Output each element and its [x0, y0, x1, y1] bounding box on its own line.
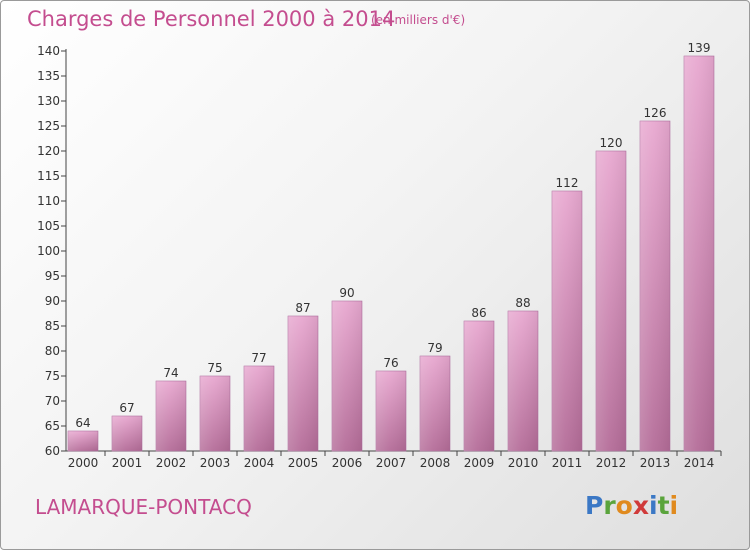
bar-shine-2002 — [156, 381, 186, 451]
data-label-2010: 88 — [515, 296, 530, 310]
data-label-2013: 126 — [644, 106, 667, 120]
bar-shine-2001 — [112, 416, 142, 451]
commune-name: LAMARQUE-PONTACQ — [35, 495, 252, 519]
data-label-2005: 87 — [295, 301, 310, 315]
x-tick-label: 2008 — [420, 456, 451, 470]
data-label-2007: 76 — [383, 356, 398, 370]
bar-shine-2008 — [420, 356, 450, 451]
logo-letter: i — [669, 491, 679, 520]
bar-shine-2006 — [332, 301, 362, 451]
bar-shine-2013 — [640, 121, 670, 451]
y-tick-label: 110 — [37, 194, 60, 208]
y-tick-label: 115 — [37, 169, 60, 183]
bar-shine-2004 — [244, 366, 274, 451]
bar-shine-2014 — [684, 56, 714, 451]
x-axis: 2000 2001 2002 2003 2004 2005 2006 2007 2008 2009… — [66, 450, 722, 470]
x-tick-label: 2009 — [464, 456, 495, 470]
data-label-2004: 77 — [251, 351, 266, 365]
y-tick-label: 70 — [45, 394, 60, 408]
data-label-2012: 120 — [600, 136, 623, 150]
x-tick-label: 2007 — [376, 456, 407, 470]
logo-letter: P — [585, 491, 604, 520]
data-label-2000: 64 — [75, 416, 90, 430]
bar-shine-2012 — [596, 151, 626, 451]
y-tick-label: 130 — [37, 94, 60, 108]
x-tick-label: 2012 — [596, 456, 627, 470]
bar-shine-2003 — [200, 376, 230, 451]
x-tick-label: 2006 — [332, 456, 363, 470]
data-label-2014: 139 — [688, 41, 711, 55]
y-tick-label: 75 — [45, 369, 60, 383]
data-label-2001: 67 — [119, 401, 134, 415]
y-tick-label: 105 — [37, 219, 60, 233]
x-tick-label: 2001 — [112, 456, 143, 470]
x-tick-label: 2005 — [288, 456, 319, 470]
y-tick-label: 135 — [37, 69, 60, 83]
bar-shine-2005 — [288, 316, 318, 451]
y-tick-label: 100 — [37, 244, 60, 258]
bar-shine-2010 — [508, 311, 538, 451]
x-tick-label: 2011 — [552, 456, 583, 470]
data-label-2003: 75 — [207, 361, 222, 375]
logo-letter: o — [615, 491, 633, 520]
data-labels: 64 67 74 75 77 87 90 76 79 86 88 112 120 126 139 — [75, 41, 710, 430]
logo-letter: x — [632, 491, 649, 520]
y-tick-label: 125 — [37, 119, 60, 133]
data-label-2008: 79 — [427, 341, 442, 355]
bar-shine-2009 — [464, 321, 494, 451]
y-tick-label: 90 — [45, 294, 60, 308]
chart-title: Charges de Personnel 2000 à 2014 — [27, 7, 396, 31]
y-tick-label: 140 — [37, 44, 60, 58]
data-label-2002: 74 — [163, 366, 178, 380]
x-tick-label: 2002 — [156, 456, 187, 470]
y-tick-label: 60 — [45, 444, 60, 458]
x-tick-label: 2014 — [684, 456, 715, 470]
x-tick-label: 2004 — [244, 456, 275, 470]
y-tick-label: 80 — [45, 344, 60, 358]
bar-shine-2011 — [552, 191, 582, 451]
data-label-2011: 112 — [556, 176, 579, 190]
bar-shine-2000 — [68, 431, 98, 451]
y-tick-label: 120 — [37, 144, 60, 158]
logo-letter: t — [657, 491, 670, 520]
y-tick-label: 85 — [45, 319, 60, 333]
logo-letter: r — [603, 491, 616, 520]
x-tick-label: 2013 — [640, 456, 671, 470]
x-tick-label: 2010 — [508, 456, 539, 470]
y-tick-label: 65 — [45, 419, 60, 433]
y-axis: 60 65 70 75 80 85 90 95 100 105 110 115 120 125 130 135… — [37, 44, 67, 458]
bars — [67, 55, 715, 452]
data-label-2006: 90 — [339, 286, 354, 300]
x-tick-label: 2003 — [200, 456, 231, 470]
logo-letter: i — [649, 491, 658, 520]
x-tick-label: 2000 — [68, 456, 99, 470]
bar-shine-2007 — [376, 371, 406, 451]
y-tick-label: 95 — [45, 269, 60, 283]
data-label-2009: 86 — [471, 306, 486, 320]
proxiti-logo[interactable]: Proxiti — [585, 491, 678, 520]
chart-subtitle: (en milliers d'€) — [371, 13, 466, 27]
